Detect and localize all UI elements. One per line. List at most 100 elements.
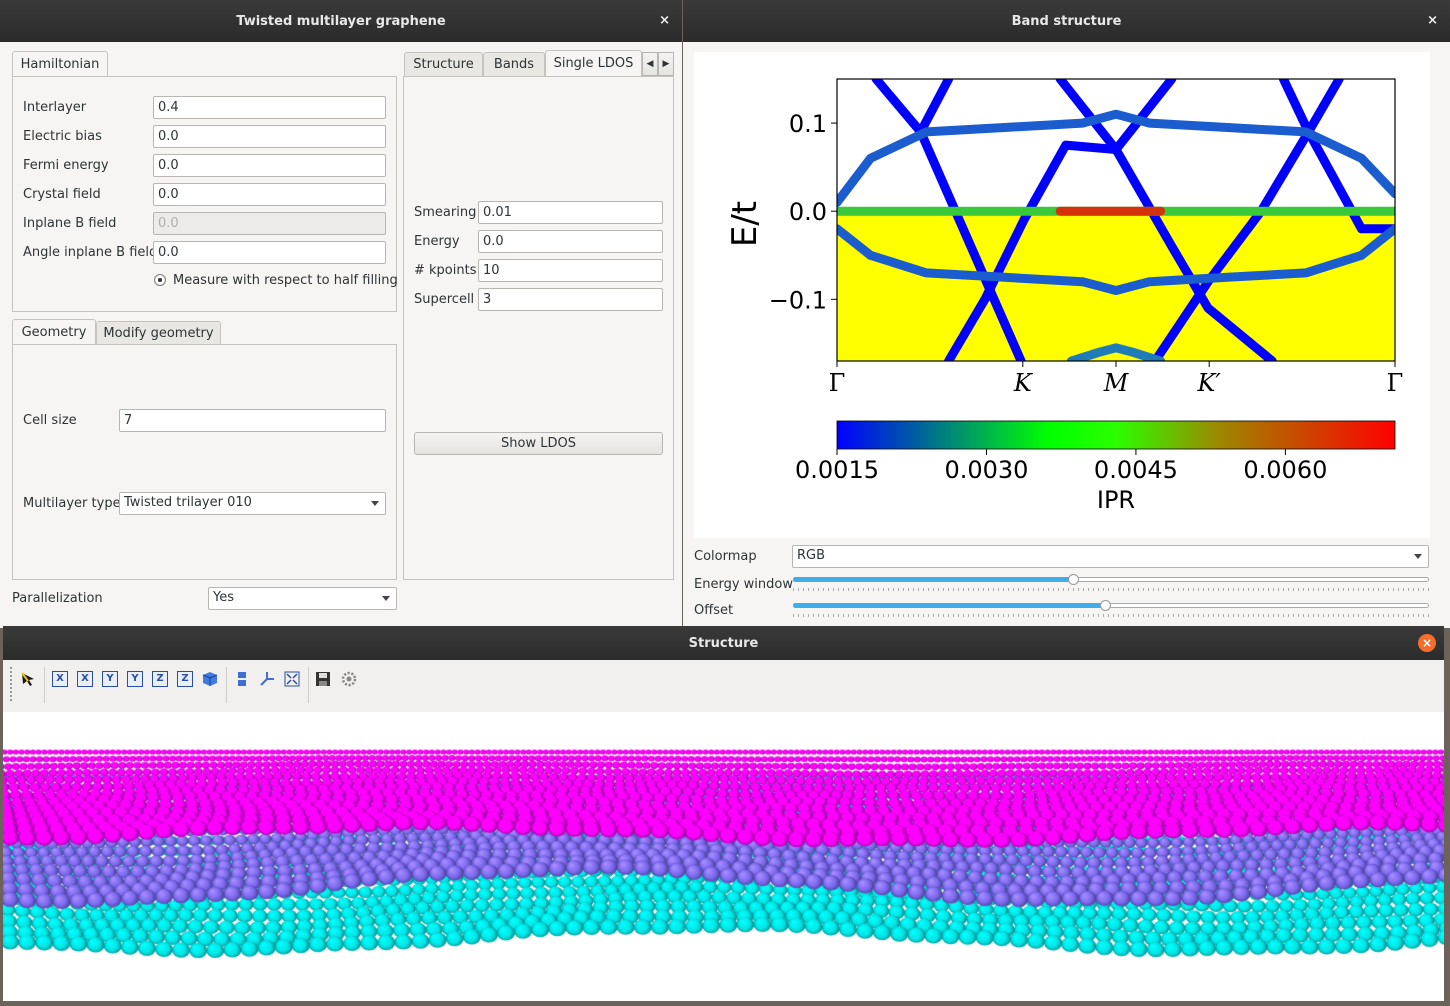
offset-handle[interactable]	[1099, 600, 1111, 611]
offset-slider[interactable]	[793, 600, 1429, 620]
tab-hamiltonian[interactable]: Hamiltonian	[12, 51, 108, 77]
main-window-titlebar[interactable]: Twisted multilayer graphene ×	[0, 0, 682, 42]
save-icon[interactable]	[315, 671, 331, 687]
chevron-down-icon	[1414, 554, 1422, 559]
z-axis-reverse-icon[interactable]: Z	[177, 671, 193, 687]
orientation-icon[interactable]	[259, 671, 275, 687]
supercell-input[interactable]	[478, 288, 663, 311]
band-window-title: Band structure	[1011, 13, 1122, 29]
band-line-7	[837, 109, 1395, 207]
band-structure-plot: 0.1 0.0 −0.1 Γ K M K′ Γ E/t 0.0015 0.0030 0.0045…	[694, 52, 1430, 538]
electric-bias-input[interactable]	[153, 125, 386, 148]
x-tick-label: K	[1013, 369, 1034, 397]
band-line-2	[1055, 79, 1277, 361]
x-tick-label: K′	[1196, 369, 1221, 397]
tab-scroll-right-button[interactable]: ▶	[658, 52, 674, 76]
colorbar-tick-label: 0.0060	[1243, 456, 1327, 484]
tab-structure[interactable]: Structure	[404, 52, 483, 76]
crystal-field-input[interactable]	[153, 183, 386, 206]
y-axis-label: E/t	[725, 201, 765, 247]
colormap-label: Colormap	[694, 549, 757, 564]
angle-inplane-b-field-label: Angle inplane B field	[23, 245, 158, 260]
y-tick-label: −0.1	[769, 286, 827, 314]
colorbar	[836, 420, 1396, 450]
main-window-close-icon[interactable]: ×	[659, 13, 670, 28]
tab-bands[interactable]: Bands	[483, 52, 545, 76]
z-axis-icon[interactable]: Z	[152, 671, 168, 687]
structure-window-titlebar[interactable]: Structure ×	[3, 626, 1444, 660]
interlayer-label: Interlayer	[23, 100, 87, 115]
energy-window-slider[interactable]	[793, 574, 1429, 594]
fermi-energy-label: Fermi energy	[23, 158, 109, 173]
half-filling-label: Measure with respect to half filling	[173, 273, 398, 288]
structure-viewport[interactable]	[3, 712, 1444, 1001]
band-structure-window: Band structure × 0.1 0.0 −0.1 Γ K M K′ Γ E/t 0…	[683, 0, 1450, 628]
colorbar-tick-label: 0.0015	[795, 456, 879, 484]
energy-label: Energy	[414, 234, 460, 249]
show-ldos-label: Show LDOS	[501, 436, 576, 451]
parallelization-select[interactable]: Yes	[208, 587, 397, 610]
cursor-icon[interactable]	[20, 671, 36, 687]
geometry-panel	[12, 344, 397, 580]
parallel-projection-icon[interactable]	[234, 671, 250, 687]
settings-icon[interactable]	[341, 671, 357, 687]
kpoints-input[interactable]	[478, 259, 663, 282]
band-line-3	[944, 140, 1121, 361]
angle-inplane-b-field-input[interactable]	[153, 241, 386, 264]
colorbar-tick-label: 0.0030	[944, 456, 1028, 484]
fermi-energy-input[interactable]	[153, 154, 386, 177]
band-line-6	[1278, 79, 1395, 234]
multilayer-type-select[interactable]: Twisted trilayer 010	[119, 492, 386, 515]
smearing-input[interactable]	[478, 201, 663, 224]
cell-size-input[interactable]	[119, 409, 386, 432]
multilayer-type-label: Multilayer type	[23, 496, 121, 511]
band-line-1	[916, 79, 954, 137]
tab-scroll-left-button[interactable]: ◀	[642, 52, 658, 76]
structure-window: Structure ×	[3, 626, 1444, 1001]
parallelization-value: Yes	[213, 590, 234, 605]
toolbar-grip	[10, 667, 12, 703]
tab-single-ldos[interactable]: Single LDOS	[545, 50, 642, 76]
tab-modify-geometry[interactable]: Modify geometry	[96, 321, 221, 345]
main-window: Twisted multilayer graphene × Hamiltonia…	[0, 0, 682, 628]
tab-hamiltonian-label: Hamiltonian	[20, 57, 100, 72]
band-line-4	[1111, 79, 1177, 154]
fullscreen-icon[interactable]	[284, 671, 300, 687]
parallelization-label: Parallelization	[12, 591, 103, 606]
chevron-down-icon	[382, 596, 390, 601]
structure-window-close-icon[interactable]: ×	[1418, 634, 1436, 652]
energy-window-handle[interactable]	[1067, 574, 1079, 585]
cell-size-label: Cell size	[23, 413, 77, 428]
y-tick-label: 0.0	[789, 198, 827, 226]
iso-view-icon[interactable]	[202, 671, 218, 687]
structure-toolbar	[3, 660, 1444, 713]
tab-bands-label: Bands	[493, 57, 535, 72]
tab-structure-label: Structure	[413, 57, 474, 72]
show-ldos-button[interactable]: Show LDOS	[414, 432, 663, 455]
crystal-field-label: Crystal field	[23, 187, 101, 202]
half-filling-radio[interactable]	[154, 274, 166, 286]
energy-window-label: Energy window	[694, 577, 793, 592]
tab-geometry-label: Geometry	[21, 325, 87, 340]
y-axis-reverse-icon[interactable]: Y	[127, 671, 143, 687]
offset-label: Offset	[694, 603, 734, 618]
energy-input[interactable]	[478, 230, 663, 253]
toolbar-separator	[44, 667, 45, 703]
band-line-8	[837, 224, 1395, 295]
tab-modify-geometry-label: Modify geometry	[103, 326, 214, 341]
band-window-close-icon[interactable]: ×	[1427, 13, 1438, 28]
interlayer-input[interactable]	[153, 96, 386, 119]
y-axis-icon[interactable]: Y	[102, 671, 118, 687]
single-ldos-panel	[403, 76, 674, 580]
colorbar-tick-label: 0.0045	[1094, 456, 1178, 484]
x-axis-icon[interactable]: X	[52, 671, 68, 687]
colormap-select[interactable]: RGB	[792, 545, 1429, 568]
kpoints-label: # kpoints	[414, 263, 477, 278]
tab-geometry[interactable]: Geometry	[12, 319, 96, 345]
smearing-label: Smearing	[414, 205, 477, 220]
band-window-titlebar[interactable]: Band structure ×	[683, 0, 1450, 42]
x-axis-reverse-icon[interactable]: X	[77, 671, 93, 687]
toolbar-separator	[226, 667, 227, 703]
atom-layers-render[interactable]	[3, 712, 1444, 1001]
multilayer-type-value: Twisted trilayer 010	[124, 495, 252, 510]
